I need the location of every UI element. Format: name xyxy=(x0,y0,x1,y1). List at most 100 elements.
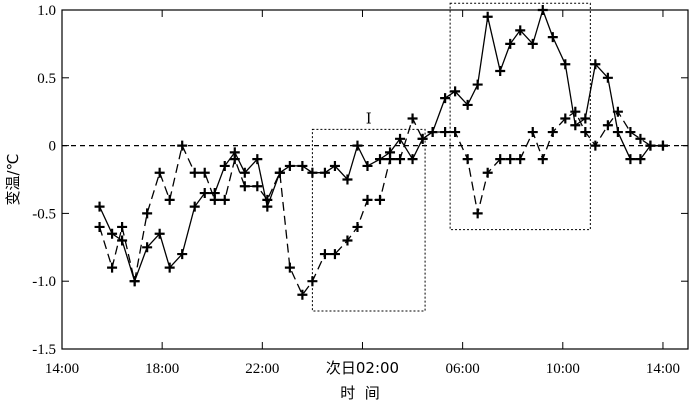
series-2-point xyxy=(307,276,318,287)
series-2-line xyxy=(98,110,663,297)
series-2-point xyxy=(385,154,396,165)
series-1-line xyxy=(99,7,663,284)
series-2-point xyxy=(625,127,636,138)
series-1-point xyxy=(482,11,493,22)
series-1-point xyxy=(297,160,308,171)
series-1-point xyxy=(450,86,461,97)
series-2-point xyxy=(645,140,656,151)
series-2-point xyxy=(527,127,538,138)
series-1-point xyxy=(472,79,483,90)
highlight-box-2 xyxy=(449,2,591,231)
series-2-point xyxy=(252,181,263,192)
series-2-point xyxy=(407,113,418,124)
series-2-point xyxy=(142,208,153,219)
series-1-point xyxy=(440,93,451,104)
series-1-point xyxy=(307,167,318,178)
x-axis-title: 时 间 xyxy=(340,384,380,402)
series-1-point xyxy=(219,160,230,171)
series-2-point xyxy=(352,221,363,232)
series-2-point xyxy=(129,276,140,287)
series-2-point xyxy=(274,167,285,178)
y-tick-label: 1.0 xyxy=(37,3,56,19)
series-2-point xyxy=(94,221,105,232)
series-1-point xyxy=(94,201,105,212)
series-2-point xyxy=(612,106,623,117)
series-2-point xyxy=(319,249,330,260)
y-tick-label: 0 xyxy=(49,139,57,155)
series-1-point xyxy=(252,154,263,165)
series-1-point xyxy=(189,201,200,212)
y-tick-label: -0.5 xyxy=(32,206,56,222)
series-1-point xyxy=(352,140,363,151)
series-2-point xyxy=(505,154,516,165)
highlight-box-label-1: Ⅰ xyxy=(366,111,372,127)
series-1-point xyxy=(495,66,506,77)
series-2-point xyxy=(297,289,308,300)
x-tick-label: 14:00 xyxy=(45,361,79,377)
plot-frame xyxy=(61,9,689,350)
series-1-point xyxy=(329,160,340,171)
highlight-box-label-2: Ⅱ xyxy=(515,0,525,1)
series-1-point xyxy=(199,188,210,199)
series-2-point xyxy=(657,140,668,151)
series-1-point xyxy=(590,59,601,70)
series-1-point xyxy=(612,127,623,138)
y-axis-title: 变温/℃ xyxy=(4,154,22,206)
series-1 xyxy=(94,5,668,287)
series-2-point xyxy=(262,194,273,205)
series-1-point xyxy=(319,167,330,178)
series-1-point xyxy=(164,262,175,273)
series-layer xyxy=(94,5,668,300)
series-2-point xyxy=(450,127,461,138)
series-2-point xyxy=(284,262,295,273)
series-2-point xyxy=(329,249,340,260)
series-1-point xyxy=(515,25,526,36)
series-1-point xyxy=(362,160,373,171)
series-2-point xyxy=(209,194,220,205)
series-1-point xyxy=(462,99,473,110)
series-2-point xyxy=(164,194,175,205)
x-tick-label: 10:00 xyxy=(546,361,580,377)
series-2-point xyxy=(462,154,473,165)
y-tick-label: -1.0 xyxy=(32,274,56,290)
series-2-point xyxy=(560,113,571,124)
plot-border xyxy=(61,9,689,350)
series-2-point xyxy=(515,154,526,165)
y-tick-label: -1.5 xyxy=(32,342,56,358)
series-2-point xyxy=(635,133,646,144)
series-2-point xyxy=(580,127,591,138)
series-1-point xyxy=(505,38,516,49)
series-1-point xyxy=(154,228,165,239)
x-axis-ticks: 14:00 18:00 22:00 次日02:00 06:00 10:00 14:00 xyxy=(45,10,680,377)
series-1-point xyxy=(342,174,353,185)
series-2-point xyxy=(472,208,483,219)
series-1-point xyxy=(177,249,188,260)
series-2-point xyxy=(375,194,386,205)
series-2-point xyxy=(417,133,428,144)
series-1-point xyxy=(580,113,591,124)
x-tick-label: 22:00 xyxy=(245,361,279,377)
series-2-point xyxy=(537,154,548,165)
series-1-point xyxy=(527,38,538,49)
series-2-point xyxy=(219,194,230,205)
series-1-point xyxy=(375,154,386,165)
series-1-point xyxy=(537,5,548,15)
series-2-point xyxy=(395,154,406,165)
highlight-box-1 xyxy=(311,128,426,312)
series-1-point xyxy=(239,167,250,178)
series-1-point xyxy=(625,154,636,165)
series-2-point xyxy=(342,235,353,246)
series-1-point xyxy=(395,133,406,144)
series-2-point xyxy=(107,262,118,273)
series-2-point xyxy=(440,127,451,138)
series-2 xyxy=(94,106,668,300)
series-2-point xyxy=(602,120,613,131)
series-2-point xyxy=(229,154,240,165)
series-1-point xyxy=(284,160,295,171)
series-2-point xyxy=(239,181,250,192)
x-tick-label: 18:00 xyxy=(145,361,179,377)
series-1-point xyxy=(547,32,558,43)
series-1-point xyxy=(602,72,613,83)
series-2-point xyxy=(154,167,165,178)
